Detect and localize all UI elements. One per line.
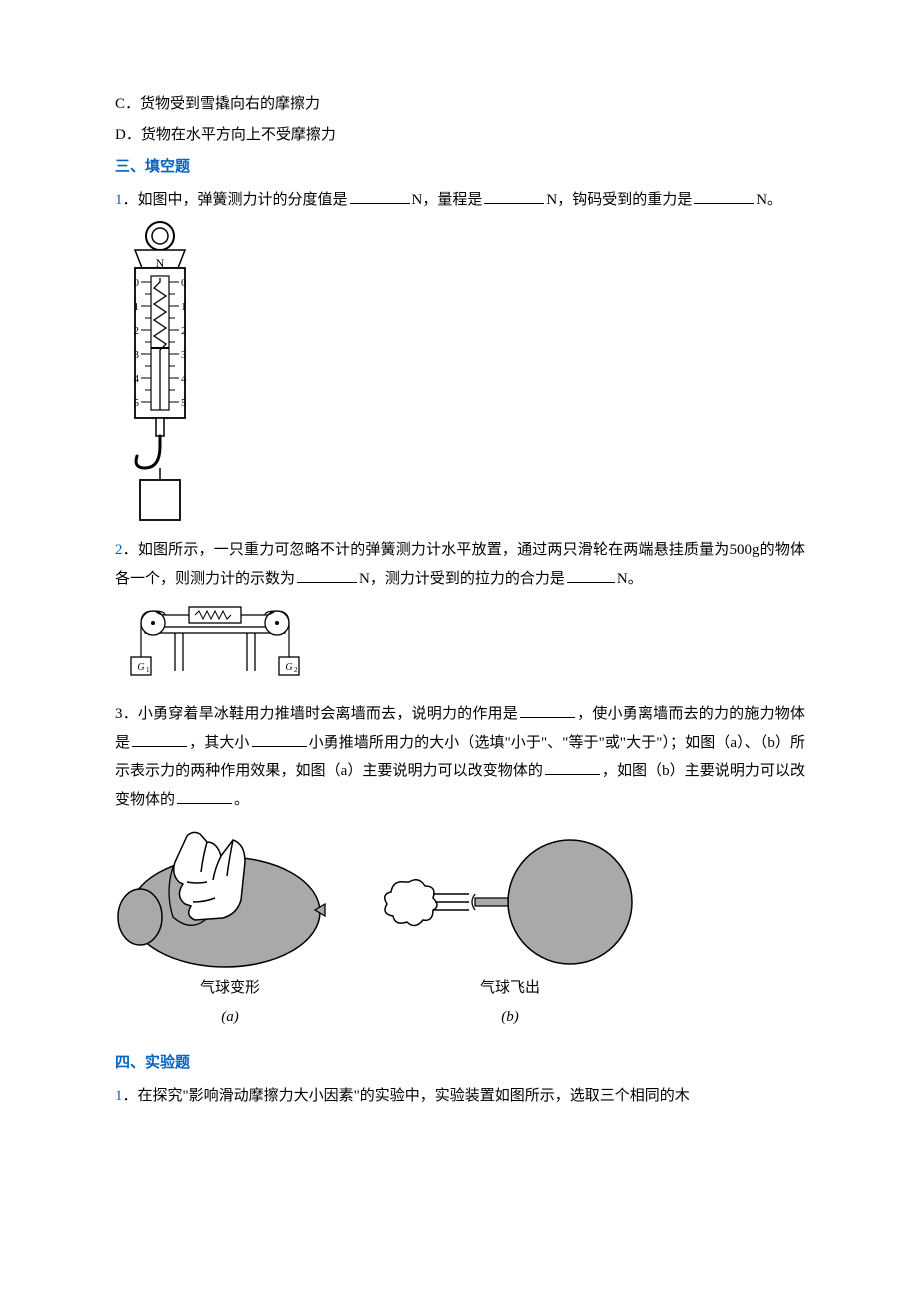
pulley-figure: G 1 G 2 <box>115 599 805 694</box>
balloon-figures: 气球变形 (a) 气球飞出 (b) <box>115 822 805 1031</box>
s3-q1: 1．如图中，弹簧测力计的分度值是 N，量程是 N，钩码受到的重力是 N。 <box>115 186 805 215</box>
s3-q3-t6: 。 <box>234 792 249 808</box>
svg-text:G: G <box>137 662 144 673</box>
s3-q1-m1: N，量程是 <box>412 192 483 208</box>
section-3-header: 三、填空题 <box>115 153 805 182</box>
s3-q3-num: 3 <box>115 706 123 722</box>
s4-q1-num: 1 <box>115 1088 123 1104</box>
s4-q1-text: ．在探究"影响滑动摩擦力大小因素"的实验中，实验装置如图所示，选取三个相同的木 <box>123 1088 690 1104</box>
spring-scale-figure: N 0 0 1 1 2 2 3 3 4 4 5 5 <box>115 220 805 530</box>
blank <box>177 789 232 804</box>
s3-q2-end: N。 <box>617 571 643 587</box>
s3-q1-pre: ．如图中，弹簧测力计的分度值是 <box>123 192 348 208</box>
svg-text:2: 2 <box>134 325 140 337</box>
balloon-b-caption: 气球飞出 <box>480 974 540 1003</box>
svg-text:4: 4 <box>181 373 187 385</box>
svg-text:2: 2 <box>181 325 187 337</box>
balloon-a: 气球变形 (a) <box>115 822 345 1031</box>
svg-text:3: 3 <box>181 349 187 361</box>
svg-text:2: 2 <box>294 666 298 674</box>
blank <box>520 703 575 718</box>
s3-q3-t1: ．小勇穿着旱冰鞋用力推墙时会离墙而去，说明力的作用是 <box>123 706 518 722</box>
svg-text:5: 5 <box>134 397 140 409</box>
blank <box>567 568 615 583</box>
s3-q1-m2: N，钩码受到的重力是 <box>546 192 692 208</box>
svg-text:1: 1 <box>146 666 150 674</box>
option-c: C．货物受到雪撬向右的摩擦力 <box>115 90 805 119</box>
s3-q3-t3: ，其大小 <box>189 735 249 751</box>
svg-text:3: 3 <box>134 349 140 361</box>
blank <box>252 732 307 747</box>
svg-text:0: 0 <box>181 277 187 289</box>
balloon-a-caption: 气球变形 <box>200 974 260 1003</box>
section-4-header: 四、实验题 <box>115 1049 805 1078</box>
balloon-b: 气球飞出 (b) <box>375 822 645 1031</box>
blank <box>350 189 410 204</box>
svg-text:4: 4 <box>134 373 140 385</box>
option-c-letter: C <box>115 96 125 112</box>
svg-text:5: 5 <box>181 397 187 409</box>
s3-q1-num: 1 <box>115 192 123 208</box>
svg-text:1: 1 <box>134 301 140 313</box>
s3-q2-num: 2 <box>115 542 123 558</box>
blank <box>484 189 544 204</box>
option-c-text: ．货物受到雪撬向右的摩擦力 <box>125 96 320 112</box>
svg-text:0: 0 <box>134 277 140 289</box>
option-d-letter: D <box>115 127 126 143</box>
option-d-text: ．货物在水平方向上不受摩擦力 <box>126 127 336 143</box>
s3-q2: 2．如图所示，一只重力可忽略不计的弹簧测力计水平放置，通过两只滑轮在两端悬挂质量… <box>115 536 805 593</box>
svg-text:N: N <box>156 256 165 270</box>
blank <box>132 732 187 747</box>
svg-text:1: 1 <box>181 301 187 313</box>
s3-q1-end: N。 <box>756 192 782 208</box>
svg-text:G: G <box>285 662 292 673</box>
s3-q3: 3．小勇穿着旱冰鞋用力推墙时会离墙而去，说明力的作用是，使小勇离墙而去的力的施力… <box>115 700 805 814</box>
balloon-b-sub: (b) <box>501 1003 519 1032</box>
balloon-a-sub: (a) <box>221 1003 239 1032</box>
s3-q2-mid: N，测力计受到的拉力的合力是 <box>359 571 565 587</box>
blank <box>694 189 754 204</box>
option-d: D．货物在水平方向上不受摩擦力 <box>115 121 805 150</box>
blank <box>545 760 600 775</box>
s4-q1: 1．在探究"影响滑动摩擦力大小因素"的实验中，实验装置如图所示，选取三个相同的木 <box>115 1082 805 1111</box>
blank <box>297 568 357 583</box>
